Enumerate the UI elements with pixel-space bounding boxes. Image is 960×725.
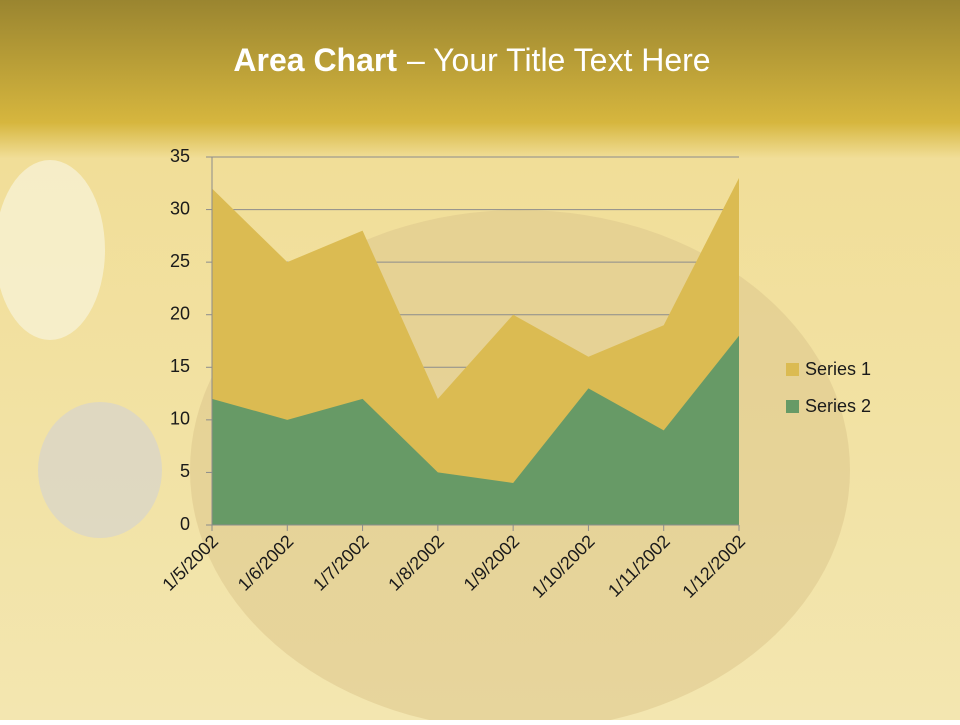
y-tick-label: 10 (170, 409, 190, 429)
legend-label: Series 1 (805, 359, 871, 379)
title-rest: – Your Title Text Here (407, 42, 711, 78)
y-tick-label: 0 (180, 514, 190, 534)
legend-swatch (786, 363, 799, 376)
y-tick-label: 30 (170, 198, 190, 218)
y-tick-label: 15 (170, 356, 190, 376)
y-tick-label: 35 (170, 146, 190, 166)
legend-swatch (786, 400, 799, 413)
y-tick-label: 20 (170, 303, 190, 323)
y-tick-label: 25 (170, 251, 190, 271)
shaker-decor (38, 402, 162, 538)
slide-title: Area Chart – Your Title Text Here (233, 42, 710, 78)
title-bold: Area Chart (233, 42, 397, 78)
jar-decor (0, 160, 105, 340)
y-tick-label: 5 (180, 461, 190, 481)
legend-label: Series 2 (805, 396, 871, 416)
area (212, 335, 739, 525)
